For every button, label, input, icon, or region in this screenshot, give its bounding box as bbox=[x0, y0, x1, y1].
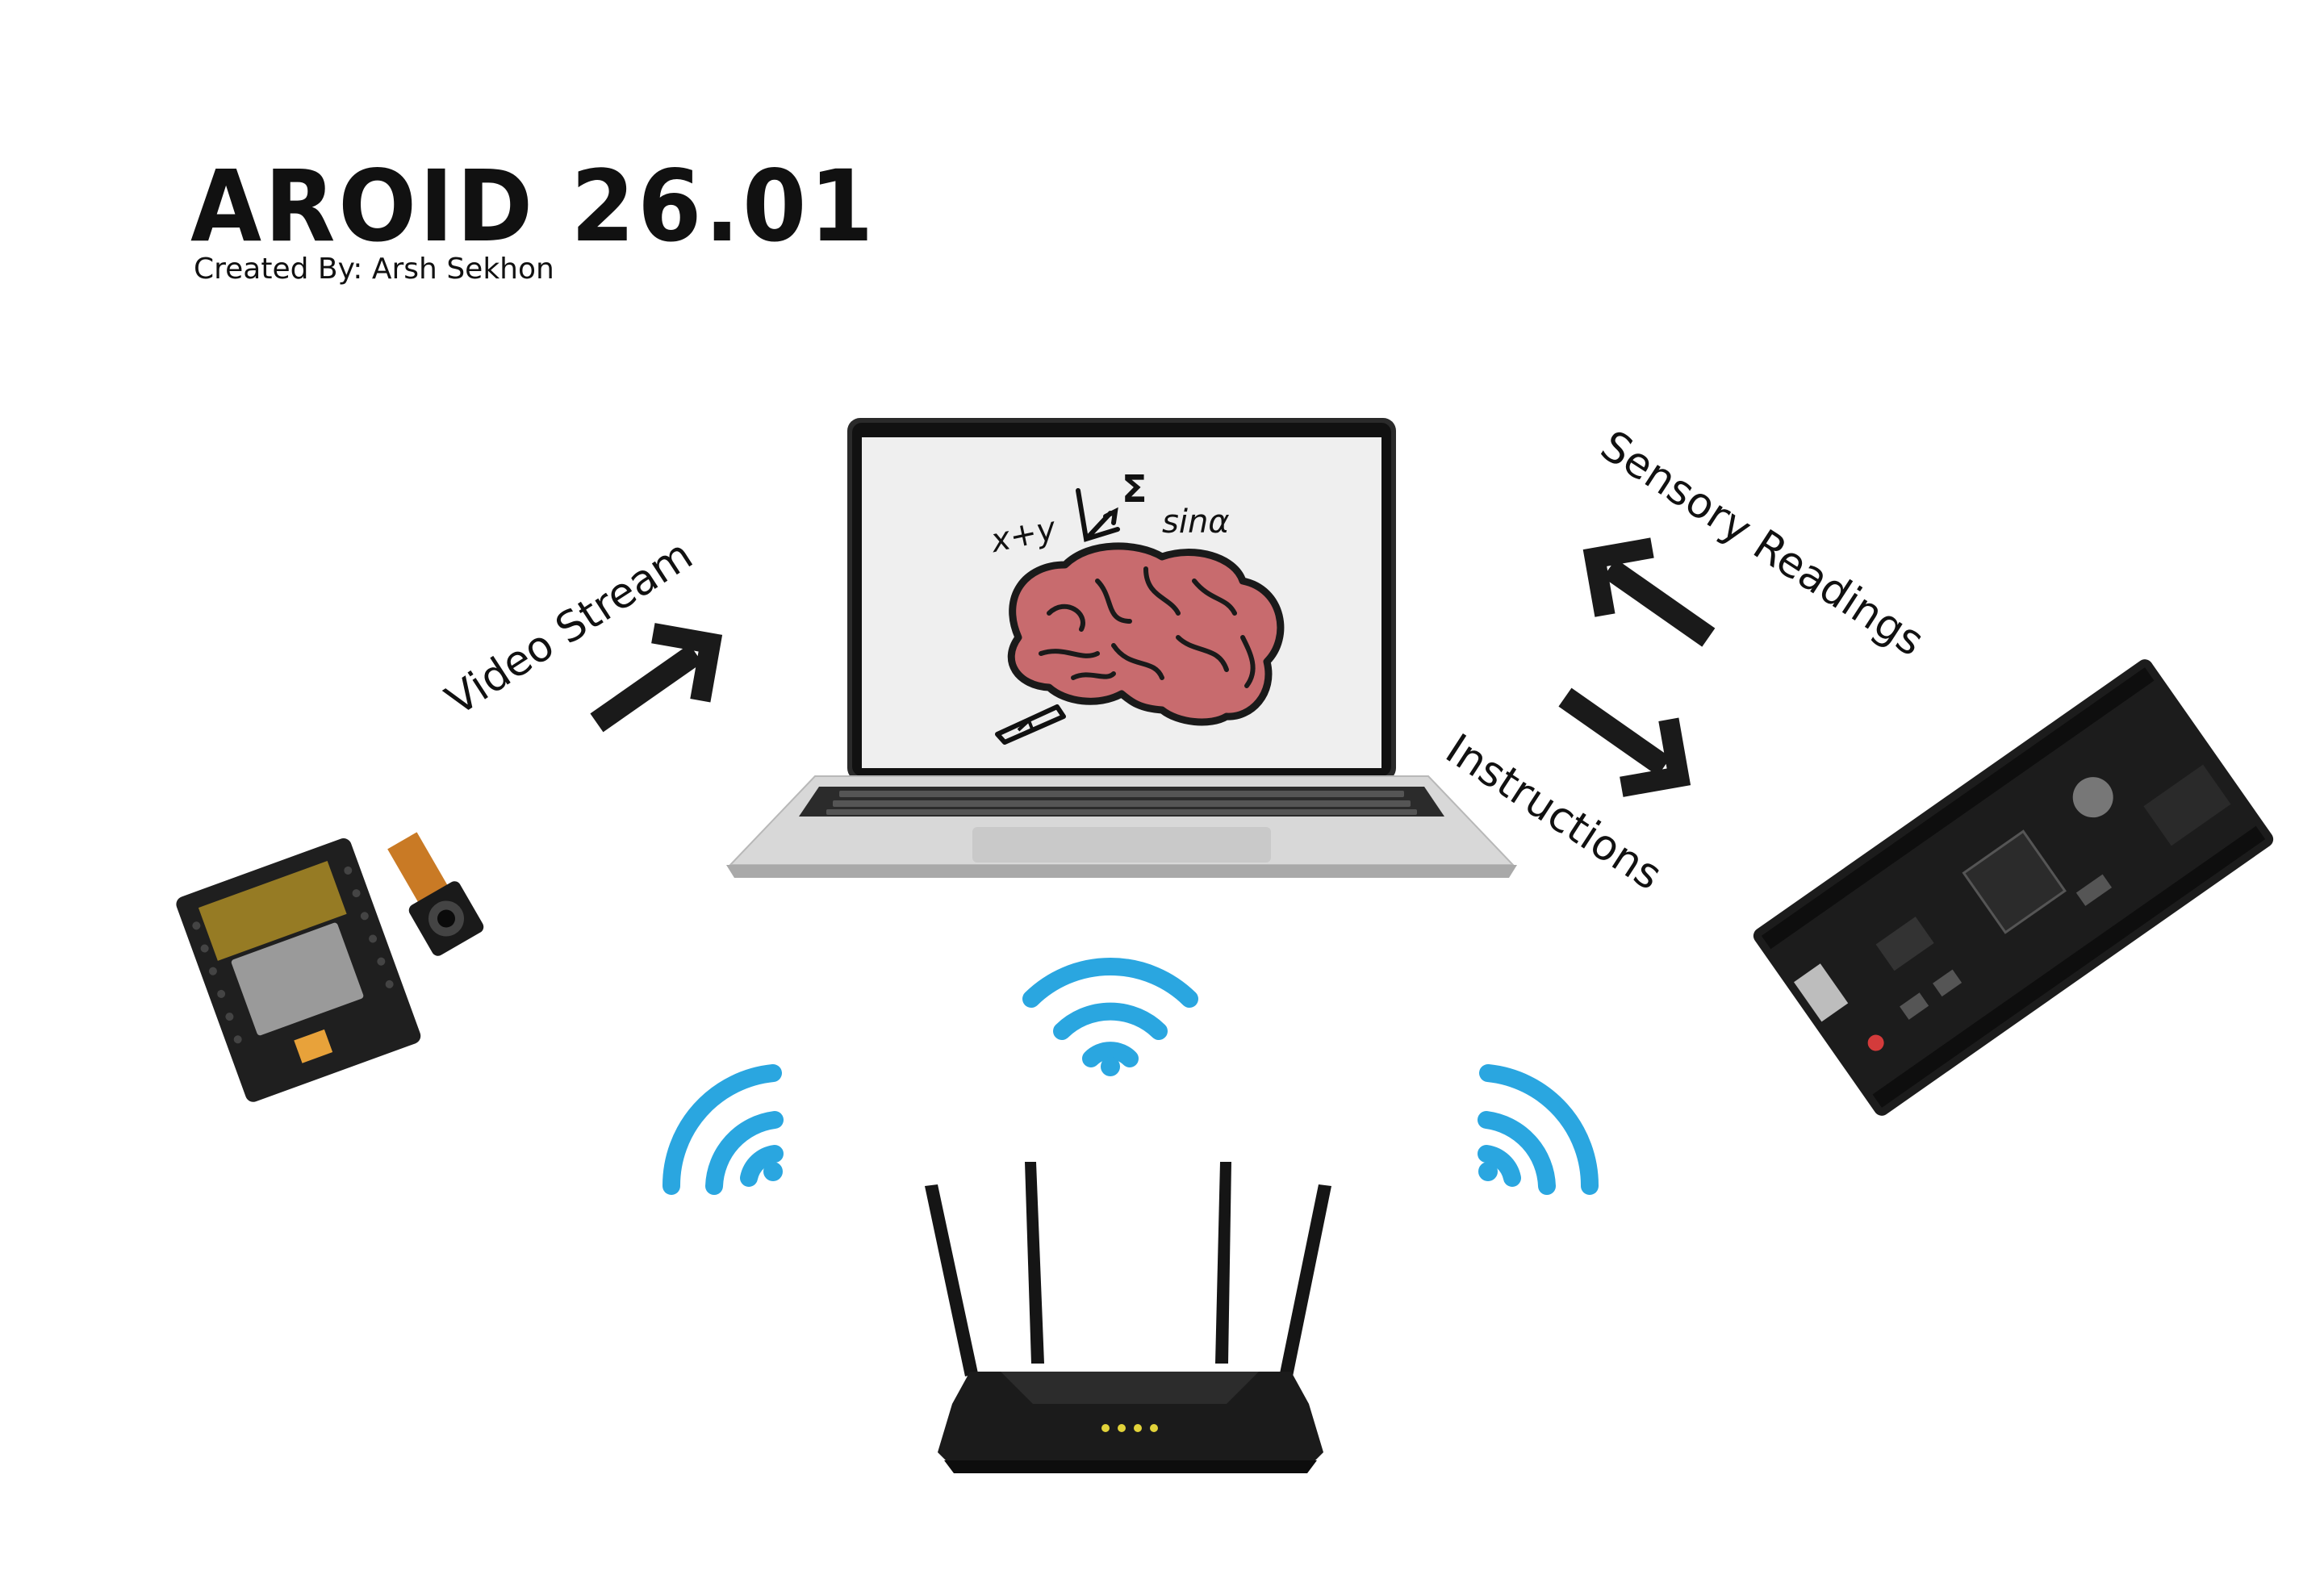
camera-module-icon bbox=[176, 832, 484, 1102]
router-icon bbox=[925, 1162, 1331, 1473]
wifi-icon bbox=[662, 1064, 784, 1195]
wifi-icon bbox=[763, 1162, 783, 1181]
equation-sin-alpha: sinα bbox=[1162, 503, 1230, 541]
arrow-icon bbox=[590, 537, 1716, 797]
diagram-title: AROID 26.01 bbox=[190, 149, 876, 264]
wifi-icon bbox=[1101, 1057, 1120, 1076]
equation-sigma: Σ bbox=[1122, 467, 1147, 511]
wifi-icon bbox=[1478, 1162, 1498, 1181]
wifi-icon bbox=[1478, 1064, 1599, 1195]
wifi-icon bbox=[1022, 958, 1198, 1067]
microcontroller-board-icon bbox=[1753, 659, 2274, 1116]
credit-line: Created By: Arsh Sekhon bbox=[194, 253, 554, 286]
